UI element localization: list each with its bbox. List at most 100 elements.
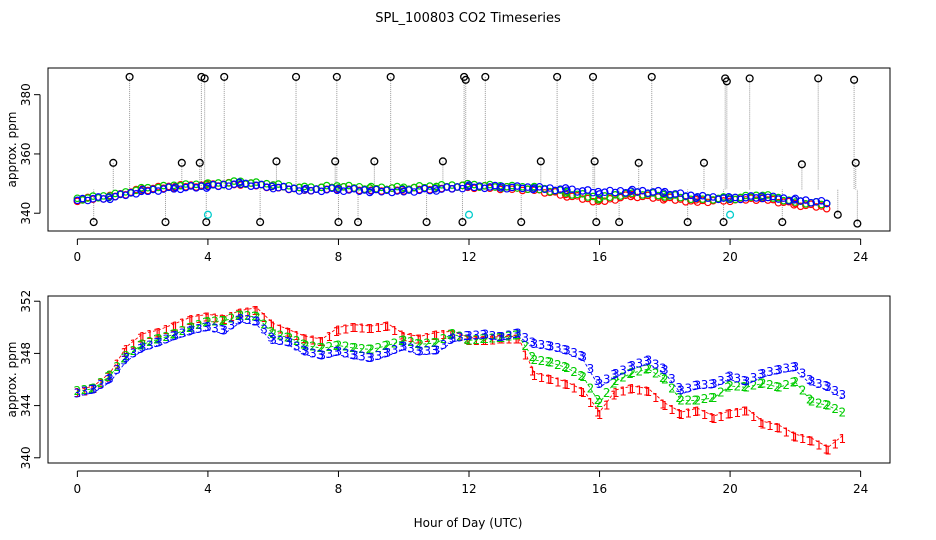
bottom-series-1-marker: 1 xyxy=(414,332,422,346)
top-reference-point xyxy=(386,72,395,81)
bottom-series-2-marker: 2 xyxy=(162,330,170,344)
bottom-series-1-marker: 1 xyxy=(104,371,112,385)
top-y-tick-label: 340 xyxy=(19,202,33,225)
top-reference-point xyxy=(853,219,862,228)
top-series-3-point xyxy=(611,188,620,197)
bottom-series-3-marker: 3 xyxy=(179,327,187,341)
top-series-3-point xyxy=(317,187,326,196)
bottom-series-1-marker: 1 xyxy=(121,346,129,360)
top-reference-point xyxy=(615,218,624,227)
top-series-3-point xyxy=(236,180,245,189)
bottom-series-3-marker: 3 xyxy=(822,379,830,393)
figure-title: SPL_100803 CO2 Timeseries xyxy=(375,11,561,26)
top-series-2-point xyxy=(73,194,82,203)
bottom-series-1-marker: 1 xyxy=(456,330,464,344)
bottom-series-3-marker: 3 xyxy=(260,323,268,337)
top-series-3-point xyxy=(796,197,805,205)
top-series-3-point xyxy=(377,187,386,196)
bottom-series-1-marker: 1 xyxy=(188,313,196,327)
top-series-3-point xyxy=(649,188,657,196)
bottom-series-2-marker: 2 xyxy=(416,337,424,351)
bottom-series-1-marker: 1 xyxy=(596,408,604,422)
bottom-series-2-marker: 2 xyxy=(123,349,131,363)
x-axis-label: Hour of Day (UTC) xyxy=(414,516,523,530)
bottom-series-2-marker: 2 xyxy=(440,332,448,346)
bottom-series-3-marker: 3 xyxy=(675,381,683,395)
bottom-series-3-marker: 3 xyxy=(815,377,823,391)
bottom-series-2-marker: 2 xyxy=(277,329,285,343)
bottom-series-1-marker: 1 xyxy=(260,311,268,325)
top-calibration-point xyxy=(203,210,212,219)
top-series-3-point xyxy=(480,184,489,193)
bottom-series-2-marker: 2 xyxy=(724,380,732,394)
bottom-series-1-marker: 1 xyxy=(498,333,506,347)
bottom-series-1-marker: 1 xyxy=(253,304,261,318)
bottom-series-1-marker: 1 xyxy=(481,334,489,348)
top-reference-point xyxy=(699,158,709,167)
top-calibration-point xyxy=(726,210,735,219)
top-series-3-point xyxy=(365,188,374,197)
bottom-x-tick-label: 24 xyxy=(853,482,868,496)
bottom-series-1-marker: 1 xyxy=(530,369,538,383)
bottom-series-1-marker: 1 xyxy=(358,321,366,335)
bottom-series-2-marker: 2 xyxy=(365,342,373,356)
bottom-series-2-marker: 2 xyxy=(538,354,546,368)
bottom-series-2-marker: 2 xyxy=(717,386,725,400)
bottom-series-1-marker: 1 xyxy=(123,343,131,357)
bottom-series-1-marker: 1 xyxy=(626,383,634,397)
bottom-series-3-marker: 3 xyxy=(416,345,424,359)
bottom-series-2-marker: 2 xyxy=(815,396,823,410)
top-reference-point xyxy=(109,158,118,167)
bottom-series-3-marker: 3 xyxy=(237,312,245,326)
bottom-series-3-marker: 3 xyxy=(220,324,228,338)
top-reference-point xyxy=(797,160,806,169)
bottom-series-3-marker: 3 xyxy=(481,328,489,342)
bottom-series-2-marker: 2 xyxy=(367,342,375,356)
bottom-series-2-marker: 2 xyxy=(610,376,618,390)
bottom-series-2-marker: 2 xyxy=(596,396,604,410)
top-series-3-point xyxy=(443,183,451,191)
bottom-series-3-marker: 3 xyxy=(456,330,464,344)
bottom-series-1-marker: 1 xyxy=(162,323,170,337)
bottom-series-1-marker: 1 xyxy=(277,322,285,336)
bottom-series-1-marker: 1 xyxy=(90,382,98,396)
bottom-series-1-marker: 1 xyxy=(612,386,620,400)
top-calibration-point xyxy=(464,210,474,219)
bottom-series-3-marker: 3 xyxy=(88,383,96,397)
top-series-3-point xyxy=(285,185,293,194)
bottom-series-2-marker: 2 xyxy=(692,393,700,407)
bottom-series-1-marker: 1 xyxy=(447,328,455,342)
bottom-series-3-marker: 3 xyxy=(186,324,194,338)
bottom-series-1-marker: 1 xyxy=(235,307,243,321)
bottom-series-1-marker: 1 xyxy=(170,320,178,334)
bottom-series-1-marker: 1 xyxy=(587,396,595,410)
bottom-series-3-marker: 3 xyxy=(267,331,275,345)
top-reference-point xyxy=(814,74,823,83)
bottom-series-3-marker: 3 xyxy=(708,377,716,391)
top-reference-point xyxy=(634,158,643,167)
bottom-x-tick-label: 4 xyxy=(204,482,212,496)
bottom-series-1-marker: 1 xyxy=(88,383,96,397)
top-series-2-point xyxy=(741,191,750,200)
top-series-3-point xyxy=(704,194,712,202)
bottom-series-2-marker: 2 xyxy=(512,328,520,342)
top-series-2-point xyxy=(573,190,582,199)
bottom-series-2-marker: 2 xyxy=(619,370,627,384)
bottom-series-2-marker: 2 xyxy=(121,351,129,365)
bottom-series-2-marker: 2 xyxy=(318,341,326,355)
top-series-2-point xyxy=(687,195,695,204)
bottom-series-3-line xyxy=(77,321,843,399)
bottom-series-2-marker: 2 xyxy=(97,376,105,390)
bottom-series-3-marker: 3 xyxy=(799,367,807,381)
bottom-series-2-marker: 2 xyxy=(824,399,832,413)
bottom-series-3-marker: 3 xyxy=(123,351,131,365)
bottom-series-2-marker: 2 xyxy=(792,375,800,389)
bottom-series-2-marker: 2 xyxy=(530,353,538,367)
bottom-series-2-marker: 2 xyxy=(202,316,210,330)
top-y-tick-label: 380 xyxy=(19,83,33,106)
top-series-3-point xyxy=(621,188,630,197)
bottom-series-1-marker: 1 xyxy=(619,384,627,398)
bottom-series-2-marker: 2 xyxy=(808,395,816,409)
bottom-series-1-marker: 1 xyxy=(528,365,536,379)
